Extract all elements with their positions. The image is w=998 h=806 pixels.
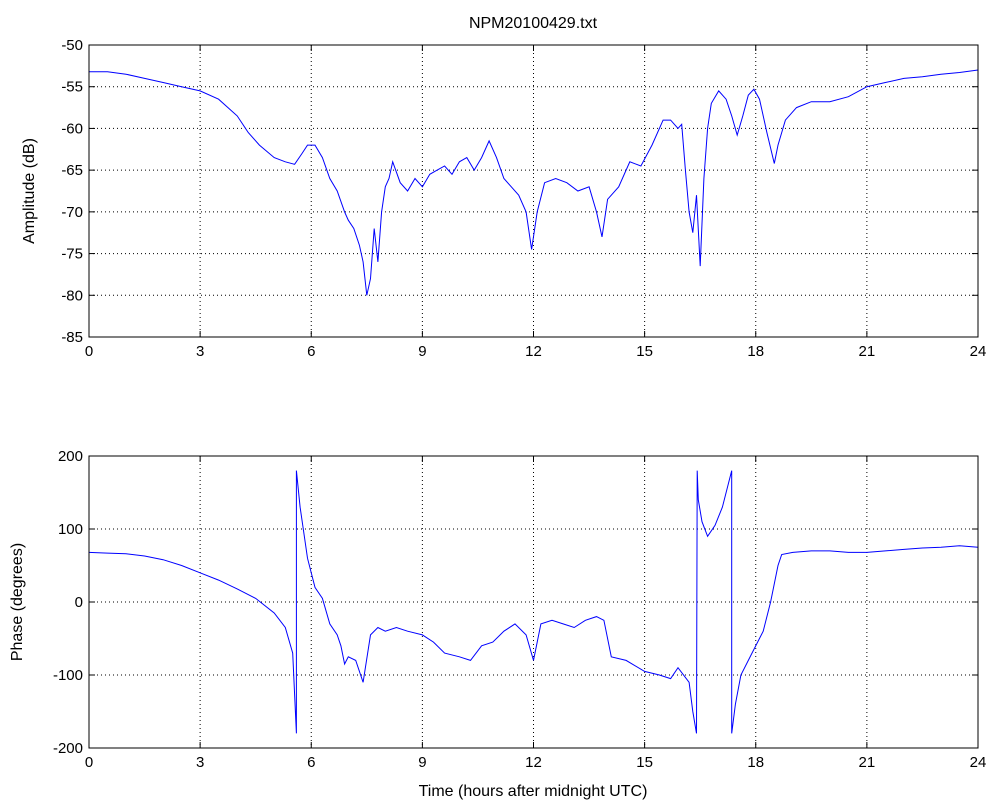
phase-x-tick-label: 15 <box>636 754 653 771</box>
amplitude-x-tick-label: 24 <box>970 343 987 360</box>
amplitude-x-tick-label: 3 <box>196 343 204 360</box>
phase-y-tick-label: 100 <box>58 521 83 538</box>
phase-series-line <box>88 470 979 734</box>
phase-axes-frame <box>88 455 979 749</box>
phase-x-tick-label: 0 <box>85 754 93 771</box>
amplitude-y-tick-label: -80 <box>61 287 83 304</box>
phase-y-axis-label: Phase (degrees) <box>9 543 26 661</box>
amplitude-x-tick-label: 12 <box>525 343 542 360</box>
amplitude-x-tick-label: 21 <box>859 343 876 360</box>
phase-y-tick-label: 0 <box>75 594 83 611</box>
phase-x-tick-label: 9 <box>418 754 426 771</box>
amplitude-x-tick-label: 0 <box>85 343 93 360</box>
phase-x-tick-label: 24 <box>970 754 987 771</box>
phase-x-tick-label: 6 <box>307 754 315 771</box>
phase-y-tick-label: -200 <box>53 740 83 757</box>
amplitude-axes-frame <box>88 44 979 338</box>
amplitude-y-tick-label: -85 <box>61 329 83 346</box>
amplitude-y-tick-label: -50 <box>61 37 83 54</box>
phase-x-tick-label: 12 <box>525 754 542 771</box>
amplitude-y-tick-label: -70 <box>61 204 83 221</box>
amplitude-series-line <box>89 69 979 296</box>
amplitude-plot: 0 3 6 9 12 15 18 21 24 -85 -80 -75 -70 -65 -60 -55 -50 <box>61 37 986 360</box>
phase-plot: 0 3 6 9 12 15 18 21 24 -200 -100 0 100 200 <box>53 448 986 771</box>
phase-x-axis-label: Time (hours after midnight UTC) <box>419 783 648 800</box>
amplitude-x-tick-label: 6 <box>307 343 315 360</box>
amplitude-x-tick-label: 9 <box>418 343 426 360</box>
amplitude-y-tick-label: -55 <box>61 79 83 96</box>
phase-x-tick-label: 21 <box>859 754 876 771</box>
phase-x-tick-label: 3 <box>196 754 204 771</box>
amplitude-y-tick-label: -60 <box>61 120 83 137</box>
amplitude-y-axis-label: Amplitude (dB) <box>21 138 38 244</box>
amplitude-x-tick-label: 18 <box>747 343 764 360</box>
amplitude-y-tick-label: -75 <box>61 246 83 263</box>
amplitude-x-tick-label: 15 <box>636 343 653 360</box>
amplitude-y-tick-label: -65 <box>61 162 83 179</box>
phase-y-tick-label: 200 <box>58 448 83 465</box>
phase-y-tick-label: -100 <box>53 667 83 684</box>
phase-x-tick-label: 18 <box>747 754 764 771</box>
chart-title: NPM20100429.txt <box>469 15 598 32</box>
